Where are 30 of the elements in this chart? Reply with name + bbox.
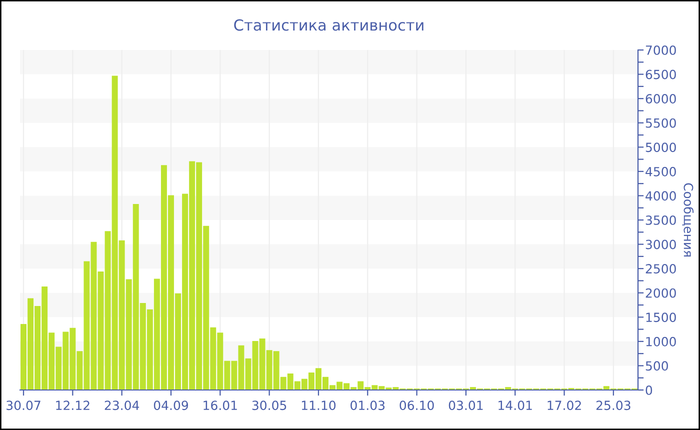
x-tick-label: 03.01 — [448, 400, 483, 410]
y-tick-label: 2000 — [646, 288, 676, 298]
x-tick-label: 25.03 — [596, 400, 630, 410]
y-tick-label: 0 — [646, 385, 652, 395]
y-tick-label: 5000 — [646, 142, 676, 152]
x-tick-label: 14.01 — [498, 400, 532, 410]
x-tick-label: 12.12 — [56, 400, 90, 410]
y-tick-label: 4500 — [646, 166, 676, 176]
y-tick-label: 3500 — [646, 215, 676, 225]
x-tick-label: 30.07 — [6, 400, 40, 410]
x-tick-label: 16.01 — [204, 400, 237, 410]
x-tick-label: 01.03 — [350, 400, 385, 410]
y-tick-label: 6500 — [646, 70, 676, 80]
y-tick-label: 500 — [646, 361, 668, 371]
y-tick-label: 5500 — [646, 118, 676, 128]
x-tick-label: 06.10 — [400, 400, 434, 410]
y-axis-title: Сообщения — [682, 183, 694, 256]
y-tick-label: 4000 — [646, 191, 676, 201]
y-tick-label: 1500 — [646, 312, 676, 322]
y-tick-label: 7000 — [646, 45, 676, 55]
y-tick-label: 6000 — [646, 94, 676, 104]
y-tick-label: 1000 — [646, 336, 676, 346]
x-tick-label: 04.09 — [154, 400, 188, 410]
x-tick-label: 17.02 — [548, 400, 581, 410]
chart-title: Статистика активности — [234, 19, 424, 31]
x-tick-label: 30.05 — [252, 400, 286, 410]
x-tick-label: 23.04 — [104, 400, 140, 410]
y-tick-label: 3000 — [646, 240, 676, 250]
y-tick-label: 2500 — [646, 264, 676, 274]
x-tick-label: 11.10 — [302, 400, 336, 410]
